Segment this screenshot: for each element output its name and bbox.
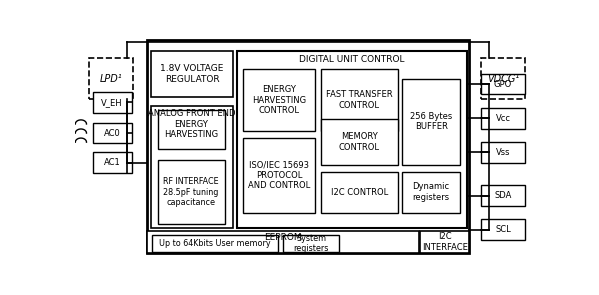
Bar (158, 110, 225, 149)
Text: ANALOG FRONT END: ANALOG FRONT END (149, 109, 236, 118)
Text: SCL: SCL (495, 225, 511, 234)
Text: LPD¹: LPD¹ (99, 73, 122, 83)
Text: Up to 64Kbits User memory: Up to 64Kbits User memory (159, 239, 271, 248)
Bar (147, 40, 470, 253)
Text: 1.8V VOLTAGE
REGULATOR: 1.8V VOLTAGE REGULATOR (161, 64, 224, 84)
Bar (237, 51, 467, 228)
Text: ENERGY
HARVESTING
CONTROL: ENERGY HARVESTING CONTROL (252, 85, 306, 115)
Bar (420, 231, 469, 253)
Bar (402, 172, 460, 213)
Text: DIGITAL UNIT CONTROL: DIGITAL UNIT CONTROL (300, 55, 405, 64)
Bar (92, 123, 132, 143)
Bar (481, 74, 525, 94)
Text: EEPROM: EEPROM (264, 233, 302, 242)
Bar (152, 106, 232, 228)
Bar (321, 69, 398, 131)
Text: SDA: SDA (494, 191, 512, 200)
Bar (402, 78, 460, 165)
Bar (321, 119, 398, 165)
Text: I2C
INTERFACE: I2C INTERFACE (422, 232, 468, 252)
Text: Vss: Vss (496, 148, 510, 157)
Text: Vcc: Vcc (495, 114, 510, 123)
Text: 256 Bytes
BUFFER: 256 Bytes BUFFER (410, 112, 452, 131)
Text: AC0: AC0 (104, 129, 120, 137)
Bar (158, 160, 225, 224)
Bar (147, 231, 419, 253)
Bar (243, 69, 315, 131)
Bar (481, 185, 525, 206)
Bar (152, 235, 278, 252)
Text: ISO/IEC 15693
PROTOCOL
AND CONTROL: ISO/IEC 15693 PROTOCOL AND CONTROL (248, 160, 310, 190)
Bar (152, 51, 232, 97)
Bar (89, 58, 133, 99)
Text: VDCG¹: VDCG¹ (487, 73, 519, 83)
Bar (243, 137, 315, 213)
Bar (481, 142, 525, 163)
Bar (283, 235, 339, 252)
Text: ENERGY
HARVESTING: ENERGY HARVESTING (164, 120, 218, 139)
Text: System
registers: System registers (294, 234, 329, 253)
Text: AC1: AC1 (104, 158, 120, 167)
Text: Dynamic
registers: Dynamic registers (413, 182, 450, 202)
Bar (481, 219, 525, 240)
Bar (481, 108, 525, 129)
Text: V_EH: V_EH (101, 98, 123, 107)
Bar (92, 153, 132, 173)
Bar (92, 92, 132, 113)
Text: RF INTERFACE
28.5pF tuning
capacitance: RF INTERFACE 28.5pF tuning capacitance (164, 177, 219, 207)
Text: GPO: GPO (494, 80, 512, 89)
Bar (321, 172, 398, 213)
Text: FAST TRANSFER
CONTROL: FAST TRANSFER CONTROL (326, 91, 392, 110)
Text: I2C CONTROL: I2C CONTROL (331, 188, 388, 197)
Text: MEMORY
CONTROL: MEMORY CONTROL (338, 132, 380, 152)
Bar (481, 58, 525, 99)
